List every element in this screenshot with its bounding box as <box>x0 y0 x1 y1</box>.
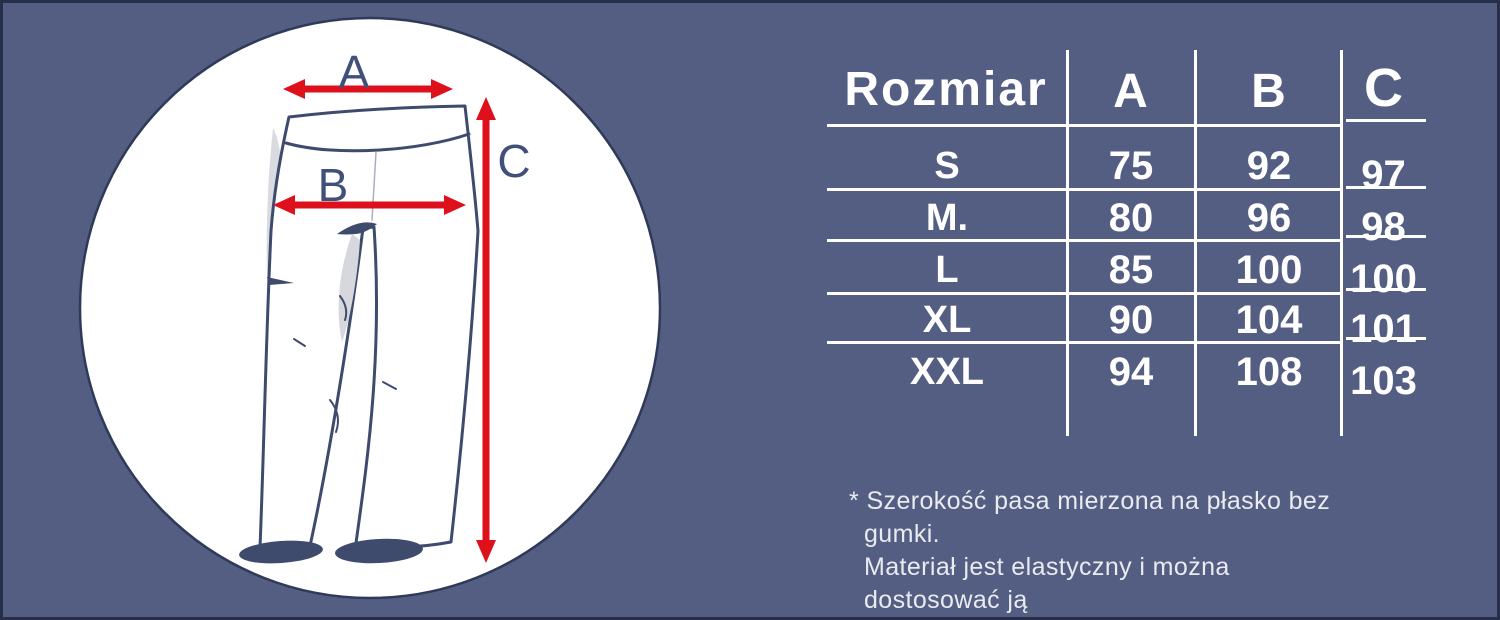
value-cell-b: 104 <box>1235 298 1303 342</box>
measurement-label-c: C <box>497 135 530 187</box>
value-cell-c: 101 <box>1350 307 1417 351</box>
row-divider <box>827 341 1343 344</box>
pants-outline <box>258 104 480 552</box>
row-divider <box>827 292 1343 295</box>
row-divider-c <box>1346 288 1426 291</box>
size-cell: XL <box>922 299 972 341</box>
table-row: L 85 100 100 <box>827 247 1427 301</box>
value-cell-a: 80 <box>1108 196 1154 240</box>
measure-arrow-b <box>273 195 466 215</box>
measurement-label-a: A <box>339 46 370 98</box>
column-divider <box>1340 50 1343 436</box>
footnote-line: Materiał jest elastyczny i można dostoso… <box>864 553 1230 614</box>
table-row: S 75 92 97 <box>827 143 1427 197</box>
value-cell-a: 75 <box>1108 144 1154 188</box>
row-divider-c <box>1346 119 1426 122</box>
row-divider-c <box>1346 337 1426 340</box>
diagram-circle <box>78 16 662 600</box>
table-header-b: B <box>1251 65 1287 118</box>
value-cell-c: 97 <box>1361 153 1406 197</box>
value-cell-b: 96 <box>1246 196 1292 240</box>
row-divider <box>827 188 1343 191</box>
size-cell: XXL <box>910 351 984 393</box>
value-cell-b: 100 <box>1235 248 1303 292</box>
size-cell: L <box>935 249 959 291</box>
measure-arrows <box>273 79 496 563</box>
row-divider <box>827 239 1343 242</box>
pants-crease-mark <box>293 338 306 347</box>
pants-illustration <box>239 104 480 564</box>
table-header-size: Rozmiar <box>844 63 1048 116</box>
footnote: * Szerokość pasa mierzona na płasko bez … <box>849 485 1364 620</box>
pants-crease-mark <box>339 295 348 321</box>
pants-crease-mark <box>382 381 397 390</box>
row-divider-c <box>1346 186 1426 189</box>
size-cell: M. <box>925 197 969 239</box>
column-divider <box>1066 50 1069 436</box>
pants-measurement-diagram: A B C <box>78 16 662 600</box>
measure-arrow-c <box>476 97 496 563</box>
column-divider <box>1194 50 1197 436</box>
pants-center-crease <box>371 151 377 221</box>
value-cell-a: 94 <box>1108 350 1154 394</box>
value-cell-a: 90 <box>1108 298 1154 342</box>
pants-crease-mark <box>267 277 294 285</box>
pants-cuff-shadow-left <box>239 540 323 564</box>
pants-shading-crotch <box>338 234 360 342</box>
footnote-line: * Szerokość pasa mierzona na płasko bez … <box>849 487 1331 548</box>
table-row: XXL 94 108 103 <box>827 349 1427 403</box>
row-divider <box>827 124 1343 127</box>
value-cell-c: 98 <box>1361 205 1406 249</box>
row-divider-c <box>1346 235 1426 238</box>
pants-crease-mark <box>329 399 339 433</box>
pants-crotch-seam <box>337 222 377 235</box>
table-row: XL 90 104 101 <box>827 297 1427 351</box>
size-cell: S <box>934 145 960 187</box>
table-row: M. 80 96 98 <box>827 195 1427 249</box>
measure-labels: A B C <box>318 46 531 211</box>
table-header-a: A <box>1113 65 1149 118</box>
value-cell-b: 108 <box>1235 350 1303 394</box>
value-cell-a: 85 <box>1108 248 1154 292</box>
size-table: Rozmiar A B C S 75 92 97 M. 80 96 98 L 8… <box>827 50 1427 440</box>
measurement-label-b: B <box>318 159 349 211</box>
value-cell-c: 103 <box>1350 359 1417 403</box>
value-cell-b: 92 <box>1246 144 1292 188</box>
pants-waistband-line <box>284 132 471 153</box>
measure-arrow-a <box>283 79 453 99</box>
pants-cuff-shadow-right <box>335 538 423 564</box>
value-cell-c: 100 <box>1350 257 1417 301</box>
table-header-c: C <box>1364 58 1404 118</box>
